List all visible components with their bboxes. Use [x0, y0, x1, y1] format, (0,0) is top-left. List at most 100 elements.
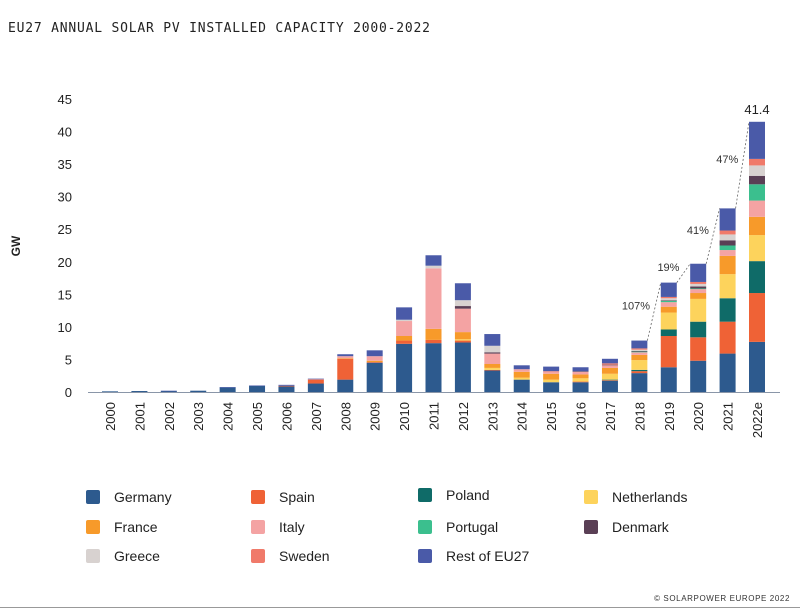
x-tick-label: 2007 — [309, 402, 324, 431]
x-tick-label: 2022e — [750, 402, 765, 438]
bar-segment-netherlands — [690, 298, 707, 322]
bar-segment-france — [719, 255, 736, 275]
bar-segment-italy — [484, 353, 501, 365]
bar-segment-sweden — [631, 348, 648, 350]
bar-segment-greece — [719, 234, 736, 241]
y-axis-label: GW — [9, 235, 23, 256]
legend-swatch — [584, 490, 598, 504]
y-tick-label: 30 — [58, 190, 72, 205]
bar-segment-spain — [749, 293, 765, 342]
legend-label: France — [114, 519, 158, 535]
bar-segment-germany — [660, 367, 677, 392]
bar-segment-portugal — [749, 184, 765, 201]
bar-segment-denmark — [484, 352, 501, 354]
legend-swatch — [584, 520, 598, 534]
bar-segment-poland — [690, 321, 707, 338]
legend-label: Germany — [114, 489, 172, 505]
bar-segment-italy — [660, 302, 677, 307]
x-tick-label: 2003 — [191, 402, 206, 431]
bar-segment-italy — [366, 356, 383, 361]
bar-segment-italy — [454, 308, 471, 333]
bar-segment-italy — [513, 369, 530, 372]
bar-segment-denmark — [749, 175, 765, 185]
bar-segment-rest-of-eu27 — [307, 378, 324, 380]
bar-segment-netherlands — [543, 379, 560, 383]
bar-segment-germany — [190, 390, 207, 392]
y-tick-label: 0 — [65, 385, 72, 400]
legend-label: Rest of EU27 — [446, 548, 530, 564]
legend-label: Poland — [446, 487, 490, 503]
bar-segment-rest-of-eu27 — [366, 350, 383, 357]
bar-segment-spain — [690, 337, 707, 361]
copyright: © SOLARPOWER EUROPE 2022 — [654, 594, 790, 603]
legend-label: Netherlands — [612, 489, 688, 505]
bar-segment-greece — [631, 349, 648, 351]
x-tick-label: 2004 — [221, 402, 236, 431]
bar-segment-france — [660, 306, 677, 313]
bar-segment-rest-of-eu27 — [425, 255, 442, 266]
bar-segment-rest-of-eu27 — [513, 365, 530, 370]
bar-segment-italy — [307, 378, 324, 380]
bar-segment-spain — [631, 371, 648, 374]
bar-segment-germany — [307, 383, 324, 392]
x-tick-label: 2000 — [103, 402, 118, 431]
bar-segment-spain — [307, 379, 324, 384]
bar-segment-france — [337, 358, 354, 359]
bar-segment-italy — [601, 365, 618, 368]
x-tick-label: 2019 — [662, 402, 677, 431]
legend-swatch — [86, 549, 100, 563]
x-tick-label: 2012 — [456, 402, 471, 431]
y-tick-label: 20 — [58, 255, 72, 270]
bar-segment-rest-of-eu27 — [631, 340, 648, 349]
growth-connector — [705, 208, 720, 264]
legend-swatch — [418, 488, 432, 502]
growth-label: 41% — [687, 225, 709, 237]
bar-segment-spain — [366, 362, 383, 363]
bar-segment-netherlands — [749, 235, 765, 262]
legend-label: Denmark — [612, 519, 669, 535]
bar-segment-rest-of-eu27 — [454, 283, 471, 301]
bar-segment-rest-of-eu27 — [278, 384, 295, 386]
bar-segment-italy — [543, 371, 560, 374]
bar-segment-greece — [690, 283, 707, 287]
bar-segment-rest-of-eu27 — [572, 367, 589, 372]
y-tick-label: 45 — [58, 92, 72, 107]
bar-segment-italy — [719, 250, 736, 256]
bar-segment-poland — [631, 369, 648, 372]
growth-label: 107% — [622, 301, 650, 313]
bar-segment-greece — [749, 165, 765, 176]
x-tick-label: 2011 — [427, 402, 442, 430]
bar-segment-spain — [572, 381, 589, 383]
bar-segment-greece — [454, 300, 471, 307]
bar-segment-netherlands — [454, 339, 471, 341]
bar-segment-rest-of-eu27 — [660, 282, 677, 297]
growth-label: 47% — [716, 154, 738, 166]
bar-segment-denmark — [601, 364, 618, 366]
bar-segment-netherlands — [601, 373, 618, 380]
legend-item-netherlands: Netherlands — [584, 489, 688, 505]
x-tick-label: 2005 — [250, 402, 265, 431]
legend-item-poland: Poland — [418, 487, 490, 503]
bar-segment-rest-of-eu27 — [160, 390, 177, 392]
bar-segment-spain — [719, 321, 736, 354]
legend-item-italy: Italy — [251, 519, 305, 535]
bar-segment-germany — [749, 341, 765, 392]
bar-segment-greece — [425, 265, 442, 269]
bar-segment-portugal — [631, 351, 648, 353]
legend-label: Greece — [114, 548, 160, 564]
bar-segment-italy — [749, 200, 765, 217]
bar-segment-france — [690, 293, 707, 299]
legend-item-denmark: Denmark — [584, 519, 669, 535]
legend-label: Italy — [279, 519, 305, 535]
bar-segment-netherlands — [572, 378, 589, 382]
bar-segment-denmark — [719, 240, 736, 246]
bar-segment-netherlands — [719, 274, 736, 299]
x-tick-label: 2006 — [279, 402, 294, 431]
bar-segment-rest-of-eu27 — [601, 358, 618, 364]
legend-item-rest-of-eu27: Rest of EU27 — [418, 548, 529, 564]
x-tick-label: 2018 — [632, 402, 647, 431]
legend-swatch — [418, 549, 432, 563]
bar-segment-france — [366, 360, 383, 363]
y-tick-label: 25 — [58, 222, 72, 237]
